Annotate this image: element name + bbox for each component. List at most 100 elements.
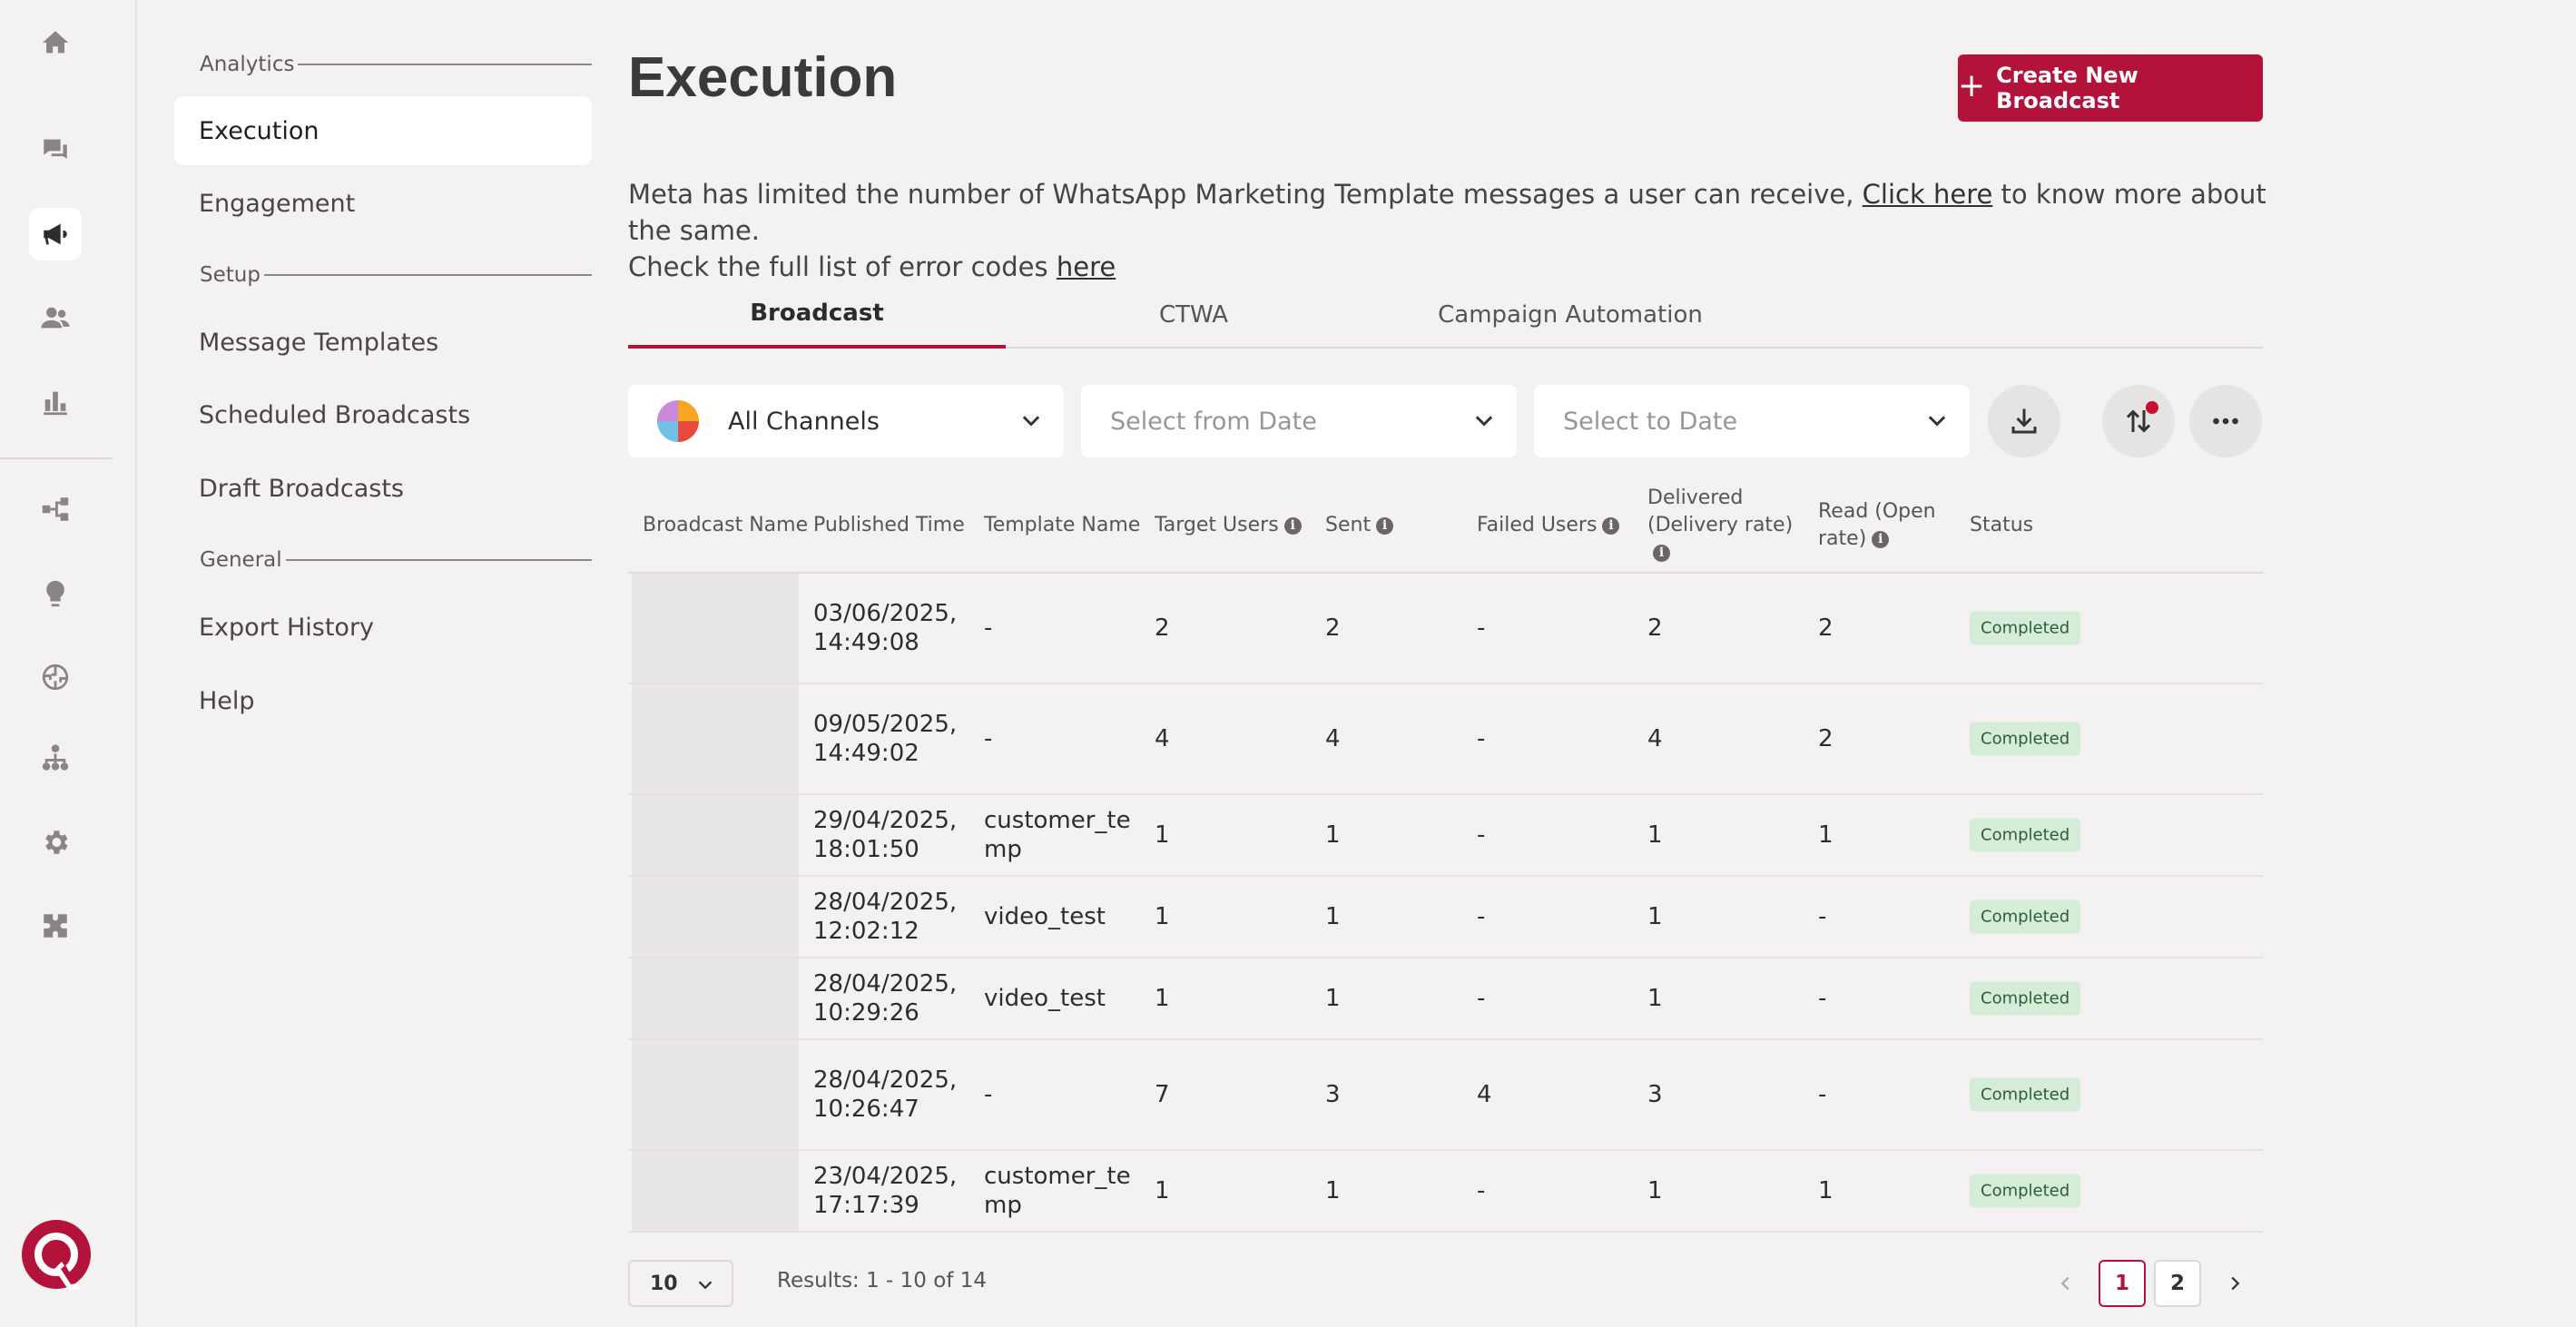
page-size-select[interactable]: 10: [628, 1260, 733, 1307]
nav-item-execution[interactable]: Execution: [174, 96, 592, 165]
page-1-button[interactable]: 1: [2099, 1260, 2146, 1307]
cell-failed-users: -: [1477, 985, 1486, 1012]
table-row[interactable]: 09/05/2025, 14:49:02-4 4-4 2 Completed: [628, 684, 2263, 795]
download-button[interactable]: [1988, 385, 2060, 457]
meta-limit-notice: Meta has limited the number of WhatsApp …: [628, 179, 2266, 282]
cell-broadcast-name[interactable]: [632, 1040, 799, 1149]
status-badge: Completed: [1970, 722, 2081, 756]
click-here-link[interactable]: Click here: [1862, 179, 1993, 210]
nav-item-help[interactable]: Help: [199, 686, 255, 715]
cell-broadcast-name[interactable]: [632, 795, 799, 875]
cell-template-name: video_test: [984, 902, 1106, 931]
template-name-line: customer_te: [984, 807, 1131, 834]
header-target-users[interactable]: Target Users i: [1155, 512, 1302, 539]
page-2-button[interactable]: 2: [2154, 1260, 2201, 1307]
prev-page-button[interactable]: [2042, 1260, 2089, 1307]
sort-button[interactable]: [2102, 385, 2175, 457]
template-name-line: -: [984, 1081, 993, 1108]
error-codes-link[interactable]: here: [1056, 251, 1116, 282]
nav-item-engagement[interactable]: Engagement: [199, 189, 356, 218]
cell-sent: 4: [1325, 725, 1341, 752]
nav-item-draft-broadcasts[interactable]: Draft Broadcasts: [199, 474, 404, 503]
users-icon[interactable]: [36, 299, 74, 337]
info-icon[interactable]: i: [1653, 545, 1670, 562]
cell-failed-users: -: [1477, 1177, 1486, 1204]
more-horizontal-icon: [2213, 418, 2238, 425]
info-icon[interactable]: i: [1376, 517, 1394, 535]
template-name-line: mp: [984, 836, 1022, 863]
published-date: 29/04/2025,: [813, 807, 958, 834]
published-clock: 10:29:26: [813, 999, 919, 1027]
cell-published-time: 03/06/2025, 14:49:08: [813, 599, 957, 657]
brain-icon[interactable]: [36, 658, 74, 696]
cell-delivered: 1: [1647, 1177, 1663, 1204]
cell-target-users: 1: [1155, 1177, 1170, 1204]
cell-template-name: video_test: [984, 984, 1106, 1013]
nav-item-message-templates[interactable]: Message Templates: [199, 328, 439, 357]
cell-broadcast-name[interactable]: [632, 574, 799, 683]
cell-failed-users: -: [1477, 821, 1486, 849]
header-sent[interactable]: Sent i: [1325, 512, 1394, 539]
header-published-time[interactable]: Published Time: [813, 514, 965, 536]
info-icon[interactable]: i: [1872, 531, 1890, 548]
to-date-select[interactable]: Select to Date: [1534, 385, 1970, 457]
next-page-button[interactable]: [2211, 1260, 2258, 1307]
cell-read: 1: [1818, 821, 1834, 849]
header-failed-users[interactable]: Failed Users i: [1477, 512, 1620, 539]
cell-broadcast-name[interactable]: [632, 958, 799, 1038]
cell-published-time: 23/04/2025, 17:17:39: [813, 1162, 957, 1220]
sort-icon: [2126, 409, 2151, 433]
published-clock: 17:17:39: [813, 1192, 919, 1219]
channel-select[interactable]: All Channels: [628, 385, 1064, 457]
tab-campaign-automation[interactable]: Campaign Automation: [1438, 301, 1703, 329]
app-logo[interactable]: [20, 1218, 93, 1296]
info-icon[interactable]: i: [1283, 517, 1302, 535]
table-row[interactable]: 28/04/2025, 12:02:12 video_test 1 1 - 1 - Comple…: [628, 877, 2263, 958]
tab-ctwa[interactable]: CTWA: [1158, 301, 1229, 329]
cell-sent: 2: [1325, 614, 1341, 642]
header-read[interactable]: Read (Open rate) i: [1818, 500, 1936, 550]
bulb-icon[interactable]: [36, 575, 74, 613]
cell-sent: 1: [1325, 903, 1341, 930]
header-template-name[interactable]: Template Name: [984, 514, 1141, 536]
cell-published-time: 28/04/2025, 12:02:12: [813, 888, 957, 946]
bar-chart-icon[interactable]: [36, 383, 74, 421]
header-delivered[interactable]: Delivered (Delivery rate)i: [1647, 487, 1794, 562]
cell-target-users: 1: [1155, 821, 1170, 849]
table-row[interactable]: 03/06/2025, 14:49:08-2 2-2 2 Completed: [628, 574, 2263, 684]
table-row[interactable]: 28/04/2025, 10:26:47-7 3 4 3- Completed: [628, 1040, 2263, 1151]
cell-read: 1: [1818, 1177, 1834, 1204]
template-name-line: customer_te: [984, 1163, 1131, 1190]
cell-template-name: customer_te mp: [984, 1162, 1131, 1220]
info-icon[interactable]: i: [1602, 517, 1620, 535]
more-options-button[interactable]: [2189, 385, 2262, 457]
megaphone-icon[interactable]: [29, 208, 82, 260]
header-broadcast-name[interactable]: Broadcast Name: [643, 514, 809, 536]
published-date: 09/05/2025,: [813, 711, 958, 738]
flow-icon[interactable]: [36, 490, 74, 528]
broadcast-table: Broadcast Name Published Time Template N…: [628, 479, 2263, 1233]
create-new-broadcast-button[interactable]: + Create New Broadcast: [1958, 54, 2263, 122]
cell-broadcast-name[interactable]: [632, 1151, 799, 1231]
section-setup: Setup: [200, 263, 592, 287]
cell-sent: 1: [1325, 821, 1341, 849]
table-row[interactable]: 23/04/2025, 17:17:39 customer_te mp 1 1 - 1 1 Com…: [628, 1151, 2263, 1233]
tab-broadcast[interactable]: Broadcast: [628, 281, 1006, 349]
plus-icon: +: [1958, 67, 1986, 104]
chat-icon[interactable]: [36, 131, 74, 169]
gear-icon[interactable]: [36, 823, 74, 861]
template-name-line: -: [984, 725, 993, 752]
org-chart-icon[interactable]: [36, 740, 74, 778]
table-row[interactable]: 28/04/2025, 10:29:26 video_test 1 1 - 1 - Comple…: [628, 958, 2263, 1040]
nav-item-export-history[interactable]: Export History: [199, 613, 375, 642]
cell-broadcast-name[interactable]: [632, 877, 799, 957]
cell-broadcast-name[interactable]: [632, 684, 799, 793]
tab-bar: Broadcast CTWA Campaign Automation: [628, 281, 2263, 349]
table-row[interactable]: 29/04/2025, 18:01:50 customer_te mp 1 1 - 1 1 Com…: [628, 795, 2263, 877]
published-clock: 12:02:12: [813, 918, 919, 945]
nav-item-scheduled-broadcasts[interactable]: Scheduled Broadcasts: [199, 400, 471, 429]
from-date-select[interactable]: Select from Date: [1081, 385, 1517, 457]
home-icon[interactable]: [36, 24, 74, 62]
puzzle-icon[interactable]: [36, 907, 74, 945]
published-clock: 14:49:02: [813, 740, 919, 767]
